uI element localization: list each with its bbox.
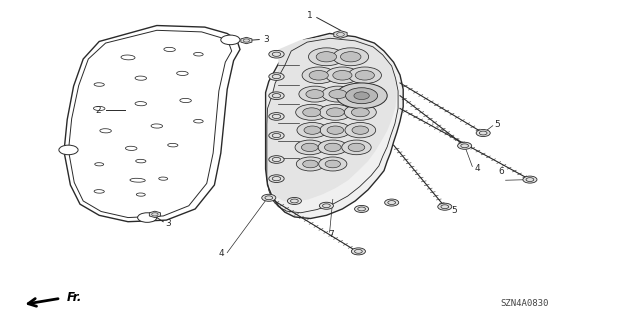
Circle shape xyxy=(438,203,452,210)
Circle shape xyxy=(351,248,365,255)
Ellipse shape xyxy=(180,98,191,103)
Circle shape xyxy=(299,86,331,102)
Circle shape xyxy=(269,175,284,182)
Ellipse shape xyxy=(95,163,104,166)
Text: 5: 5 xyxy=(495,120,500,129)
Ellipse shape xyxy=(125,146,137,151)
Ellipse shape xyxy=(136,159,146,163)
Circle shape xyxy=(355,205,369,212)
Ellipse shape xyxy=(94,83,104,86)
Ellipse shape xyxy=(177,71,188,76)
Circle shape xyxy=(303,108,321,117)
Circle shape xyxy=(269,132,284,139)
Circle shape xyxy=(342,140,371,155)
Circle shape xyxy=(297,122,328,138)
Circle shape xyxy=(269,92,284,100)
Circle shape xyxy=(353,90,371,99)
Circle shape xyxy=(309,70,328,80)
Polygon shape xyxy=(241,37,252,44)
Circle shape xyxy=(269,73,284,80)
Text: 2: 2 xyxy=(95,106,101,115)
Polygon shape xyxy=(268,36,397,202)
Circle shape xyxy=(302,67,335,84)
Ellipse shape xyxy=(135,76,147,80)
Ellipse shape xyxy=(168,143,178,147)
Circle shape xyxy=(295,140,324,155)
Polygon shape xyxy=(149,211,161,218)
Polygon shape xyxy=(266,33,403,219)
Circle shape xyxy=(329,90,347,99)
Circle shape xyxy=(269,50,284,58)
Circle shape xyxy=(385,199,399,206)
Circle shape xyxy=(326,108,344,117)
Ellipse shape xyxy=(164,47,175,52)
Circle shape xyxy=(322,86,354,102)
Polygon shape xyxy=(334,31,347,38)
Circle shape xyxy=(336,83,387,108)
Circle shape xyxy=(344,104,376,120)
Circle shape xyxy=(354,92,369,100)
Circle shape xyxy=(316,52,337,62)
Circle shape xyxy=(340,52,361,62)
Circle shape xyxy=(348,67,381,84)
Circle shape xyxy=(351,108,369,117)
Circle shape xyxy=(326,67,359,84)
Circle shape xyxy=(287,197,301,204)
Circle shape xyxy=(333,70,352,80)
Circle shape xyxy=(318,140,348,155)
Circle shape xyxy=(301,143,318,152)
Ellipse shape xyxy=(121,55,135,60)
Ellipse shape xyxy=(151,124,163,128)
Ellipse shape xyxy=(130,178,145,182)
Ellipse shape xyxy=(135,101,147,106)
Circle shape xyxy=(296,157,324,171)
Text: 4: 4 xyxy=(475,164,481,173)
Circle shape xyxy=(221,35,240,45)
Text: 1: 1 xyxy=(307,11,312,20)
Text: 5: 5 xyxy=(451,206,457,215)
Text: 3: 3 xyxy=(264,35,269,44)
Circle shape xyxy=(355,70,374,80)
Ellipse shape xyxy=(94,189,104,193)
Circle shape xyxy=(262,194,276,201)
Circle shape xyxy=(138,213,157,222)
Text: 6: 6 xyxy=(498,167,504,176)
Text: SZN4A0830: SZN4A0830 xyxy=(500,299,549,308)
Circle shape xyxy=(348,143,365,152)
Circle shape xyxy=(59,145,78,155)
Ellipse shape xyxy=(194,119,203,123)
Circle shape xyxy=(308,48,344,66)
Circle shape xyxy=(304,126,321,134)
Circle shape xyxy=(306,90,324,99)
Circle shape xyxy=(319,202,333,209)
Text: 7: 7 xyxy=(328,230,334,239)
Circle shape xyxy=(346,86,378,102)
Ellipse shape xyxy=(136,193,145,196)
Text: 3: 3 xyxy=(165,219,171,228)
Ellipse shape xyxy=(100,129,111,133)
Circle shape xyxy=(352,126,369,134)
Circle shape xyxy=(327,126,344,134)
Text: Fr.: Fr. xyxy=(67,291,83,304)
Circle shape xyxy=(345,122,376,138)
Circle shape xyxy=(325,160,340,168)
Circle shape xyxy=(269,156,284,163)
Circle shape xyxy=(319,104,351,120)
Ellipse shape xyxy=(159,177,168,180)
Circle shape xyxy=(333,48,369,66)
Circle shape xyxy=(319,157,347,171)
Circle shape xyxy=(523,176,537,183)
Circle shape xyxy=(269,113,284,120)
Circle shape xyxy=(346,88,378,104)
Circle shape xyxy=(320,122,351,138)
Circle shape xyxy=(296,104,328,120)
Circle shape xyxy=(458,142,472,149)
Circle shape xyxy=(324,143,341,152)
Ellipse shape xyxy=(194,52,203,56)
Circle shape xyxy=(303,160,318,168)
Circle shape xyxy=(476,130,490,137)
Ellipse shape xyxy=(93,106,105,111)
Text: 4: 4 xyxy=(218,249,224,258)
